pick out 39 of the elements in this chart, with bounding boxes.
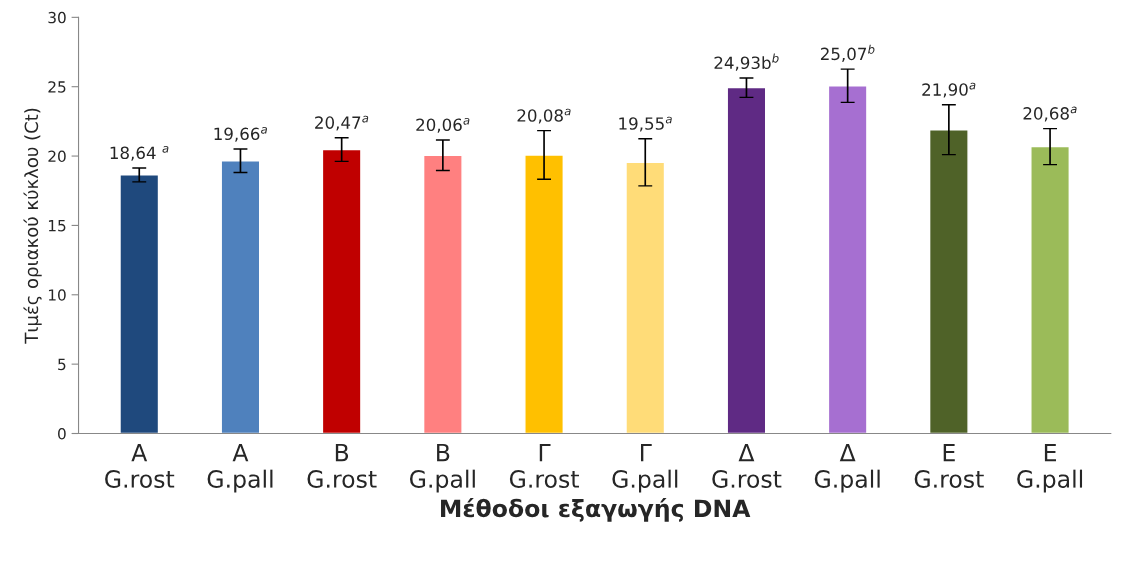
y-tick-label: 15: [48, 220, 66, 232]
x-tick-label: Α G.rost: [105, 443, 175, 488]
y-tick-label: 5: [58, 358, 66, 371]
x-tick-label: Δ G.rost: [712, 443, 782, 488]
y-axis-title: Τιμές οριακού κύκλου (Ct): [23, 108, 42, 344]
x-tick-label: Β G.rost: [307, 443, 377, 488]
data-label: 25,07$^{b}$: [820, 44, 875, 62]
bar: [119, 174, 160, 434]
x-tick-label: Δ G.pall: [814, 443, 880, 493]
x-tick-label: Α G.pall: [207, 443, 273, 493]
y-tick-label: 10: [48, 289, 66, 301]
bar: [625, 161, 666, 434]
x-tick-label: Β G.pall: [410, 443, 475, 493]
data-label: 20,08$^{a}$: [517, 108, 571, 124]
data-label: 19,55$^{a}$: [619, 116, 672, 132]
data-label: 19,66$^{a}$: [214, 126, 267, 142]
y-tick-label: 25: [48, 81, 66, 93]
bar: [422, 154, 463, 434]
y-tick-label: 20: [48, 150, 66, 163]
data-label: 20,47$^{a}$: [315, 115, 369, 131]
bar: [827, 85, 868, 434]
bar: [220, 160, 261, 434]
x-tick-label: Ε G.rost: [914, 443, 984, 488]
bar: [524, 154, 564, 434]
bar: [321, 148, 362, 434]
x-tick-label: Ε G.pall: [1017, 443, 1083, 493]
x-tick-label: Γ G.pall: [612, 443, 678, 493]
data-label: 24,93b$^{b}$: [714, 53, 779, 71]
bar: [1030, 145, 1070, 434]
data-label: 21,90$^{a}$: [922, 82, 976, 98]
data-label: 20,06$^{a}$: [416, 117, 470, 133]
y-tick-label: 30: [48, 11, 66, 24]
data-label: 20,68$^{a}$: [1023, 106, 1077, 122]
data-label: 18,64 $^{a}$: [110, 145, 169, 161]
y-tick-label: 0: [58, 427, 66, 440]
x-axis-title: Μέθοδοι εξαγωγής DNA: [441, 498, 751, 522]
bar: [928, 129, 969, 434]
bar: [726, 86, 767, 434]
x-tick-label: Γ G.rost: [509, 443, 579, 488]
